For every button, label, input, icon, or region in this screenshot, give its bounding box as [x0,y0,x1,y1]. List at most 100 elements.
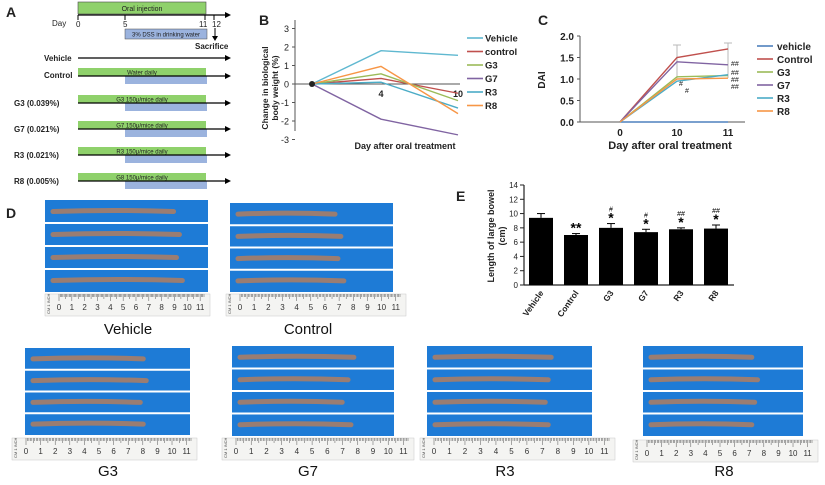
colon-specimen [235,255,341,262]
colon-specimen [237,376,351,383]
treatment-label: R3 150μ/mice daily [116,150,167,156]
ruler-number: 8 [762,449,767,458]
day-11: 11 [199,20,208,29]
e-hash-label: ## [712,208,720,215]
arrowhead [225,178,231,184]
c-y-tick-label: 1.0 [560,75,574,86]
ruler-number: 2 [82,303,87,312]
colon-specimen [648,398,758,405]
panel-letter-b: B [259,12,270,28]
ruler-number: 11 [803,449,812,458]
ruler-number: 9 [776,449,781,458]
dss-bar [125,129,207,137]
e-bar-g7 [634,232,658,285]
sacrifice-label: Sacrifice [195,42,229,51]
c-legend-label: R8 [777,107,790,118]
c-x-tick-label: 0 [617,128,623,139]
e-y-label-line2: (cm) [497,226,507,245]
e-star-label: * [608,210,614,226]
ruler-number: 5 [97,447,102,456]
group-label: R8 (0.005%) [14,177,59,186]
dss-bar [125,155,207,163]
ruler-number: 1 [70,303,75,312]
b-legend-label: G3 [485,61,498,72]
ruler-number: 8 [351,303,356,312]
oral-injection-bar [77,1,207,15]
c-legend-label: Control [777,55,813,66]
ruler-number: 6 [525,447,530,456]
ruler-number: 5 [718,449,723,458]
photo-label-control: Control [283,321,333,338]
panel-letter-c: C [538,12,549,28]
group-label: R3 (0.021%) [14,151,59,160]
ruler-number: 3 [68,447,73,456]
e-y-tick-label: 8 [514,224,519,233]
ruler-number: 7 [340,447,345,456]
e-y-ticks: 14 12 10 8 6 4 2 0 [509,182,524,290]
arrowhead [225,73,231,79]
group-row-g7: G7 (0.021%) G7 150μ/mice daily [14,121,231,137]
b-y-ticks: 3 2 1 0 -1 -2 -3 [281,24,295,145]
ruler-tag: CM 1 INCH [421,437,426,458]
ruler-number: 2 [264,447,269,456]
colon-specimen [235,210,338,217]
colon-specimen [648,421,755,428]
ruler-number: 9 [172,303,177,312]
day-0: 0 [76,20,81,29]
ruler-number: 6 [732,449,737,458]
day-label: Day [52,19,66,28]
b-legend-label: R3 [485,88,497,99]
ruler-number: 6 [325,447,330,456]
ruler-number: 0 [645,449,650,458]
ruler-number: 8 [356,447,361,456]
ruler-number: 11 [600,447,609,456]
e-bar-control [564,235,588,285]
ruler-number: 11 [399,447,408,456]
treatment-bar [78,68,206,76]
ruler-number: 3 [689,449,694,458]
colon-specimen [50,277,185,283]
ruler-number: 8 [159,303,164,312]
c-y-tick-label: 1.5 [560,54,574,65]
e-y-tick-label: 10 [509,210,518,219]
ruler-number: 2 [53,447,58,456]
ruler-number: 2 [463,447,468,456]
c-x-tick-label: 10 [671,128,683,139]
c-legend-label: vehicle [777,42,811,53]
b-y-tick-label: 2 [284,43,289,53]
ruler-number: 3 [95,303,100,312]
colon-specimen [648,376,761,383]
treatment-label: G8 150μ/mice daily [116,176,167,182]
colon-specimen [30,355,146,362]
ruler-number: 0 [432,447,437,456]
ruler-number: 5 [309,303,314,312]
e-y-tick-label: 14 [509,182,518,190]
dss-bar [124,28,208,40]
ruler-number: 5 [121,303,126,312]
colon-specimen [235,232,344,239]
ruler-number: 10 [789,449,798,458]
b-x-tick-label: 10 [453,89,463,99]
b-series-line-vehicle [311,49,459,85]
colon-specimen [30,398,143,405]
treatment-label: G7 150μ/mice daily [116,124,167,130]
ruler-number: 1 [38,447,43,456]
b-y-tick-label: -1 [281,98,289,108]
c-legend-label: G3 [777,68,791,79]
ruler-tag: CM 1 INCH [227,293,232,314]
dss-label: 3% DSS in drinking water [132,33,200,39]
e-y-tick-label: 12 [509,195,518,204]
colon-specimen [50,208,177,214]
b-y-tick-label: 1 [284,61,289,71]
colon-specimen [30,420,146,427]
colon-specimen [432,353,554,360]
treatment-bar [78,147,206,155]
group-row-g3: G3 (0.039%) G3 150μ/mice daily [14,95,231,111]
e-star-label: * [713,211,719,227]
ruler-number: 7 [747,449,752,458]
ruler-number: 8 [141,447,146,456]
treatment-label: G3 150μ/mice daily [116,98,167,104]
treatment-bar [78,95,206,103]
